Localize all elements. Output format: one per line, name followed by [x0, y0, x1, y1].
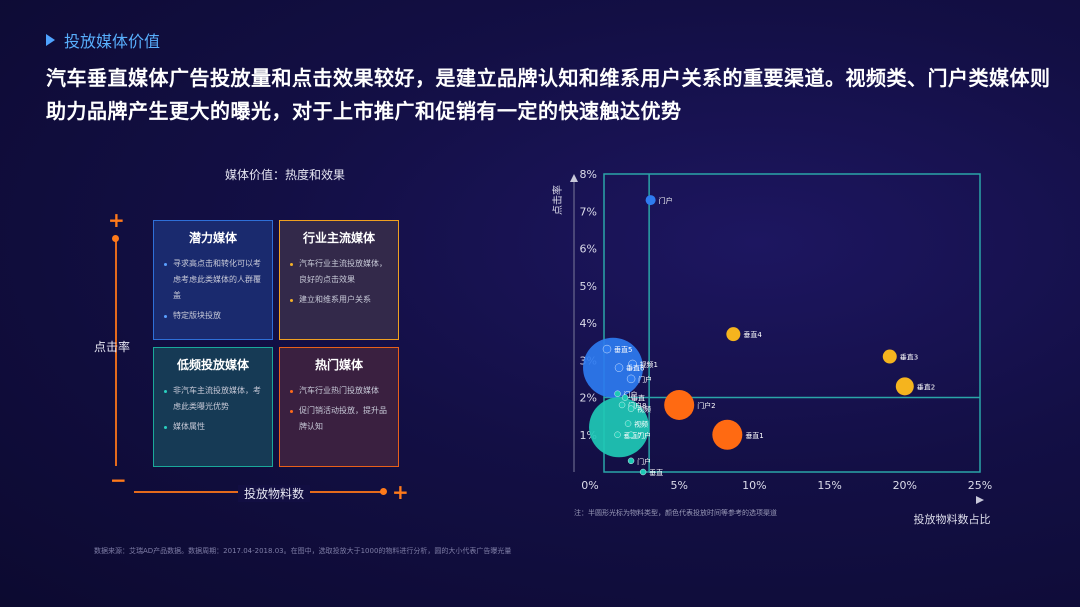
y-tick-label: 7%: [580, 205, 597, 218]
quadrant-title: 潜力媒体: [188, 231, 237, 245]
x-tick-label: 5%: [670, 479, 687, 492]
data-point: [583, 337, 644, 398]
data-point: [627, 457, 635, 465]
section-header: 投放媒体价值: [46, 28, 160, 52]
y-tick-label: 5%: [580, 280, 597, 293]
data-label: 门户: [659, 196, 673, 205]
data-label: 视频1: [640, 360, 658, 369]
data-label: 门户2: [697, 401, 715, 410]
quadrant-item: 媒体属性: [164, 419, 262, 435]
data-source: 数据来源：艾瑞AD产品数据。数据周期：2017.04-2018.03。在图中，选…: [94, 547, 512, 555]
y-axis-line: [115, 238, 117, 466]
quadrant-title: 行业主流媒体: [302, 231, 375, 245]
quadrant-item: 汽车行业主流投放媒体，良好的点击效果: [290, 256, 388, 288]
data-point: [626, 374, 636, 384]
x-axis-dot: [380, 488, 387, 495]
y-plus-icon: +: [108, 208, 125, 232]
data-point: [614, 390, 621, 397]
data-label: 垂直1: [745, 431, 763, 440]
headline: 汽车垂直媒体广告投放量和点击效果较好，是建立品牌认知和维系用户关系的重要渠道。视…: [46, 66, 1051, 123]
y-tick-label: 6%: [580, 243, 597, 256]
data-label: 垂直: [649, 468, 663, 477]
data-point: [726, 327, 741, 342]
section-title: 投放媒体价值: [64, 32, 161, 51]
triangle-icon: [46, 34, 55, 46]
x-tick-label: 25%: [968, 479, 992, 492]
x-tick-label: 20%: [893, 479, 917, 492]
quadrant-title: 低频投放媒体: [176, 358, 249, 372]
y-arrow-icon: [570, 174, 578, 182]
data-label: 视频: [634, 420, 648, 429]
data-point: [602, 344, 612, 354]
y-tick-label: 4%: [580, 317, 597, 330]
quadrant-potential: 潜力媒体 寻求高点击和转化可以考虑考虑此类媒体的人群覆盖 特定版块投放: [153, 220, 273, 340]
data-point: [664, 389, 695, 420]
data-point: [589, 397, 650, 458]
data-point: [895, 377, 914, 396]
chart-note: 注：半圆形光标为物料类型，颜色代表投放时间等参考的选项渠道: [574, 509, 777, 517]
data-point: [618, 401, 626, 409]
data-label: 视频: [637, 405, 651, 414]
quadrant-hot: 热门媒体 汽车行业热门投放媒体 促门销活动投放，提升品牌认知: [279, 347, 399, 467]
data-label: 垂直6: [626, 364, 645, 373]
data-point: [639, 468, 647, 476]
quadrant-item: 寻求高点击和转化可以考虑考虑此类媒体的人群覆盖: [164, 256, 262, 304]
matrix-x-label: 投放物料数: [238, 485, 311, 502]
quadrant-item: 非汽车主流投放媒体，考虑此类曝光优势: [164, 383, 262, 415]
data-point: [712, 419, 743, 450]
matrix-y-label: 点击率: [94, 340, 131, 354]
quadrant-item: 促门销活动投放，提升品牌认知: [290, 403, 388, 435]
data-label: 垂直4: [743, 330, 762, 339]
data-point: [627, 431, 635, 438]
quadrant-low: 低频投放媒体 非汽车主流投放媒体，考虑此类曝光优势 媒体属性: [153, 347, 273, 467]
data-label: 垂直5: [614, 345, 632, 354]
quadrant-title: 热门媒体: [314, 358, 363, 372]
x-tick-label: 0%: [581, 479, 598, 492]
x-plus-icon: +: [392, 480, 409, 504]
data-point: [627, 405, 635, 412]
x-arrow-icon: [976, 496, 984, 504]
y-axis-label: 点击率: [551, 185, 564, 215]
x-tick-label: 10%: [742, 479, 766, 492]
matrix-title: 媒体价值：热度和效果: [224, 168, 345, 182]
quadrant-item: 特定版块投放: [164, 308, 262, 324]
x-axis-label: 投放物料数占比: [914, 512, 991, 526]
data-label: 门户: [638, 375, 652, 384]
x-tick-label: 15%: [817, 479, 841, 492]
data-point: [645, 195, 656, 206]
quadrant-mainstream: 行业主流媒体 汽车行业主流投放媒体，良好的点击效果 建立和维系用户关系: [279, 220, 399, 340]
data-label: 垂直: [631, 394, 645, 403]
data-label: 垂直3: [900, 353, 918, 362]
plot-frame: [603, 173, 981, 473]
y-tick-label: 2%: [580, 392, 597, 405]
data-label: 门户: [637, 431, 651, 440]
data-point: [621, 394, 629, 401]
data-label: 门户8: [628, 401, 646, 410]
data-point: [624, 420, 632, 427]
y-axis-dot: [112, 235, 119, 242]
quadrant-item: 建立和维系用户关系: [290, 292, 388, 308]
data-label: 垂直2: [917, 382, 935, 391]
data-point: [614, 431, 621, 438]
data-label: 门户: [637, 457, 651, 466]
minus-icon: −: [110, 468, 127, 492]
data-point: [614, 363, 624, 372]
quadrant-item: 汽车行业热门投放媒体: [290, 383, 388, 399]
data-point: [628, 359, 637, 369]
y-tick-label: 8%: [580, 168, 597, 181]
data-label: 门户: [624, 390, 638, 399]
data-point: [882, 349, 897, 364]
